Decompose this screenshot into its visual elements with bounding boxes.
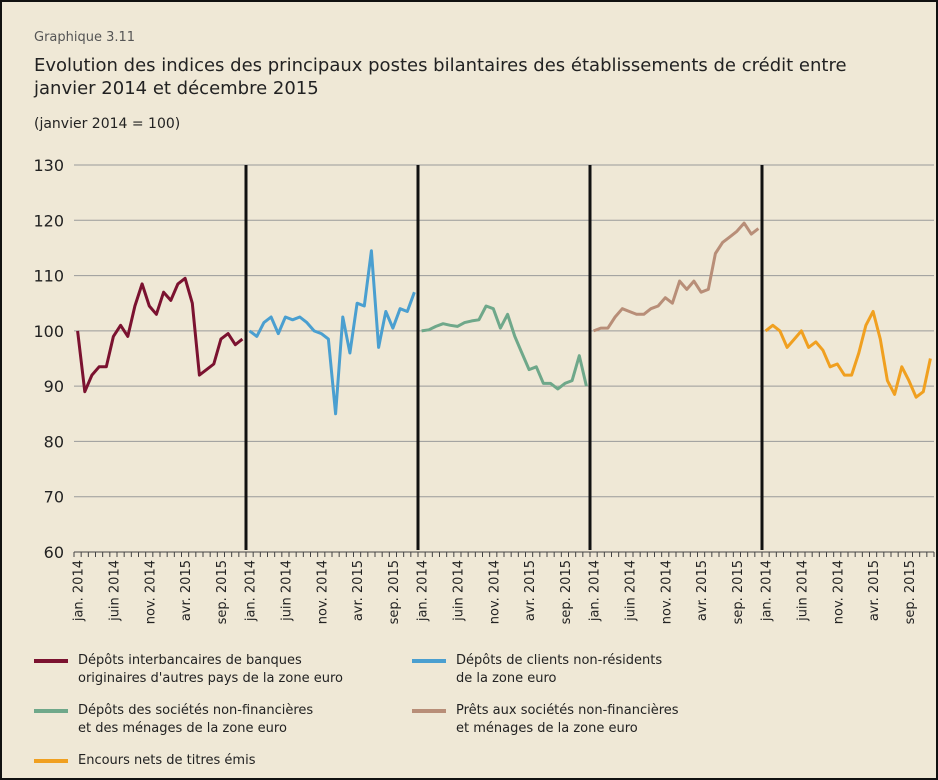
x-tick-label: juin 2014 xyxy=(623,560,638,622)
y-tick-label: 130 xyxy=(33,156,64,175)
legend-item: Prêts aux sociétés non-financières et mé… xyxy=(412,702,679,738)
legend-item: Dépôts interbancaires de banques origina… xyxy=(34,652,343,688)
y-tick-label: 60 xyxy=(44,543,64,562)
x-tick-label: avr. 2015 xyxy=(523,560,538,621)
x-tick-label: jan. 2014 xyxy=(760,560,775,622)
legend-label: Prêts aux sociétés non-financières et mé… xyxy=(456,703,679,736)
x-tick-label: nov. 2014 xyxy=(143,560,158,624)
series-line xyxy=(248,249,416,416)
legend-label: Dépôts interbancaires de banques origina… xyxy=(78,653,343,686)
x-tick-label: sep. 2015 xyxy=(559,560,574,624)
legend-swatch xyxy=(412,659,446,663)
series-line xyxy=(593,221,760,333)
legend-item: Dépôts de clients non-résidents de la zo… xyxy=(412,652,662,688)
x-tick-label: jan. 2014 xyxy=(416,560,431,622)
x-tick-label: nov. 2014 xyxy=(831,560,846,624)
chart-kicker: Graphique 3.11 xyxy=(34,30,136,45)
legend-swatch xyxy=(412,709,446,713)
x-tick-label: juin 2014 xyxy=(451,560,466,622)
x-tick-label: jan. 2014 xyxy=(72,560,87,622)
x-tick-label: sep. 2015 xyxy=(215,560,230,624)
legend-label: Dépôts des sociétés non-financières et d… xyxy=(78,703,314,736)
x-tick-label: sep. 2015 xyxy=(903,560,918,624)
legend-swatch xyxy=(34,709,68,713)
chart-subtitle: (janvier 2014 = 100) xyxy=(34,116,181,132)
x-tick-label: jan. 2014 xyxy=(244,560,259,622)
x-tick-label: jan. 2014 xyxy=(588,560,603,622)
x-tick-label: juin 2014 xyxy=(279,560,294,622)
y-tick-label: 110 xyxy=(33,267,64,286)
series-line xyxy=(421,304,588,391)
y-tick-label: 80 xyxy=(44,432,64,451)
y-tick-label: 120 xyxy=(33,211,64,230)
x-tick-label: avr. 2015 xyxy=(351,560,366,621)
x-tick-label: avr. 2015 xyxy=(695,560,710,621)
legend-item: Encours nets de titres émis xyxy=(34,752,255,770)
chart-title: Evolution des indices des principaux pos… xyxy=(34,55,847,99)
x-tick-label: nov. 2014 xyxy=(659,560,674,624)
y-tick-label: 90 xyxy=(44,377,64,396)
series-line xyxy=(764,310,932,399)
series-line xyxy=(76,276,244,394)
x-tick-label: avr. 2015 xyxy=(867,560,882,621)
x-tick-label: nov. 2014 xyxy=(315,560,330,624)
legend-item: Dépôts des sociétés non-financières et d… xyxy=(34,702,313,738)
legend-label: Dépôts de clients non-résidents de la zo… xyxy=(456,653,663,686)
x-tick-label: sep. 2015 xyxy=(387,560,402,624)
legend-swatch xyxy=(34,659,68,663)
x-tick-label: sep. 2015 xyxy=(731,560,746,624)
legend-label: Encours nets de titres émis xyxy=(78,753,256,768)
y-tick-label: 100 xyxy=(33,322,64,341)
chart: 60 70 80 90 100 110 120 130 jan. 2014 juin 2014 no… xyxy=(33,156,935,624)
x-tick-label: nov. 2014 xyxy=(487,560,502,624)
y-tick-label: 70 xyxy=(44,488,64,507)
x-tick-label: avr. 2015 xyxy=(179,560,194,621)
x-tick-label: juin 2014 xyxy=(107,560,122,622)
legend-swatch xyxy=(34,759,68,763)
x-tick-label: juin 2014 xyxy=(795,560,810,622)
